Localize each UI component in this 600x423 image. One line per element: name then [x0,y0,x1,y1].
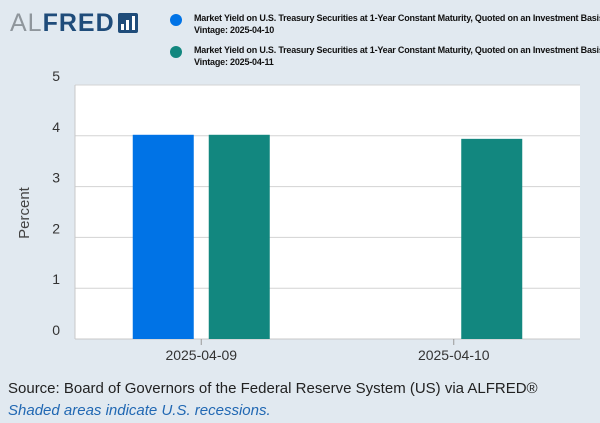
bar-2025-04-10-series-2 [461,138,523,339]
legend-series-title-1: Market Yield on U.S. Treasury Securities… [194,13,600,23]
bars [132,134,523,339]
x-tick-label-2025-04-10: 2025-04-10 [418,347,490,363]
y-tick-label-3: 3 [52,170,60,186]
y-tick-label-0: 0 [52,322,60,338]
y-axis-ticks: 0 1 2 3 4 5 [52,68,60,338]
legend-vintage-2: Vintage: 2025-04-11 [194,57,274,67]
bar-2025-04-09-series-2 [208,134,270,339]
y-tick-label-4: 4 [52,119,60,135]
x-tick-label-2025-04-09: 2025-04-09 [165,347,237,363]
bar-chart-icon [117,13,138,33]
chart-footer: Source: Board of Governors of the Federa… [8,378,538,422]
chart-legend: Market Yield on U.S. Treasury Securities… [170,12,600,76]
legend-item-1[interactable]: Market Yield on U.S. Treasury Securities… [170,12,600,36]
y-tick-label-1: 1 [52,271,60,287]
y-tick-label-5: 5 [52,68,60,84]
source-text: Source: Board of Governors of the Federa… [8,380,538,397]
recession-note: Shaded areas indicate U.S. recessions. [8,402,271,419]
logo-al-text: AL [10,8,43,37]
legend-vintage-1: Vintage: 2025-04-10 [194,25,275,35]
y-tick-label-2: 2 [52,220,60,236]
y-axis-label: Percent [16,186,33,239]
bar-chart: 0 1 2 3 4 5 2025-04-09 2025-04-10 Percent [16,68,580,363]
legend-series-title-2: Market Yield on U.S. Treasury Securities… [194,45,600,55]
legend-swatch-2 [170,46,182,58]
x-axis-ticks: 2025-04-09 2025-04-10 [165,339,490,363]
fred-logo[interactable]: AL FRED [10,8,138,38]
logo-fred-text: FRED [42,8,115,37]
legend-item-2[interactable]: Market Yield on U.S. Treasury Securities… [170,44,600,68]
legend-swatch-1 [170,14,182,26]
bar-2025-04-09-series-1 [132,134,194,339]
